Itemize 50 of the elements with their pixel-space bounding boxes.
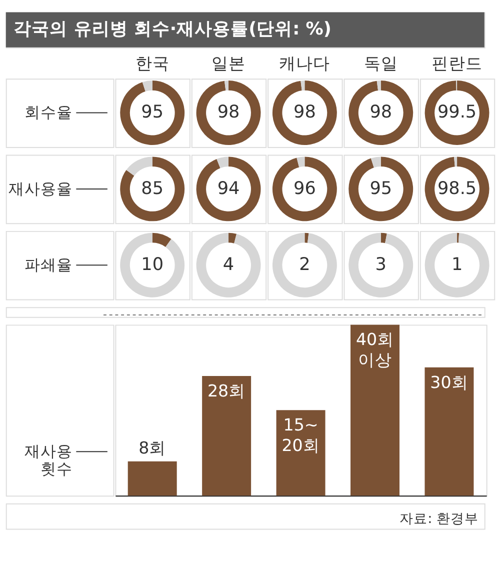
chart-title: 캐나다 — [279, 54, 330, 73]
data-label: 10 — [141, 255, 164, 276]
donut-slice — [424, 156, 490, 222]
text: 자료: 환경부 — [400, 510, 479, 527]
text: 각국의 유리병 회수·재사용률(단위: %) — [14, 20, 332, 40]
bar — [202, 376, 252, 496]
data-label: 85 — [141, 178, 164, 199]
donut-slice — [272, 80, 337, 145]
data-label: 98.5 — [437, 178, 477, 199]
data-label: 1 — [451, 255, 463, 276]
donut-slice — [380, 232, 387, 244]
data-label: 95 — [141, 102, 164, 123]
donut-slice — [272, 156, 337, 222]
text: 재사용율 — [8, 180, 72, 198]
donut-slice — [424, 80, 490, 145]
donut-slice — [348, 156, 414, 222]
data-label: 98 — [370, 102, 392, 123]
chart-title: 핀란드 — [432, 54, 483, 73]
text: 파쇄율 — [24, 256, 72, 274]
data-label: 94 — [217, 178, 240, 199]
donut-slice — [304, 232, 309, 243]
bar — [128, 461, 177, 496]
data-label: 40회 이상 — [356, 330, 394, 370]
bar — [276, 410, 326, 496]
data-label: 95 — [370, 178, 392, 199]
y-axis-title: 재사용 횟수 — [24, 442, 72, 478]
data-label: 30회 — [430, 372, 468, 392]
donut-slice — [196, 80, 261, 145]
data-label: 3 — [375, 255, 386, 276]
donut-slice — [228, 232, 237, 244]
data-label: 28회 — [208, 381, 246, 400]
data-label: 99.5 — [437, 102, 477, 123]
donut-slice — [348, 80, 414, 145]
data-label: 98 — [217, 102, 240, 123]
donut-slice — [196, 156, 261, 222]
donut-slice — [120, 80, 185, 145]
bar — [424, 367, 474, 496]
data-label: 96 — [294, 178, 316, 199]
chart-title: 한국 — [135, 54, 170, 73]
donut-slice — [152, 232, 172, 247]
data-label: 8회 — [138, 438, 166, 458]
data-label: 15~20회 — [282, 416, 320, 456]
data-label: 2 — [299, 255, 310, 276]
text: 회수율 — [24, 104, 72, 122]
data-label: 4 — [222, 255, 234, 276]
chart-title: 독일 — [364, 54, 398, 73]
donut-slice — [120, 156, 185, 222]
bar — [350, 324, 400, 496]
chart-title: 일본 — [212, 54, 246, 73]
data-label: 98 — [294, 102, 316, 123]
